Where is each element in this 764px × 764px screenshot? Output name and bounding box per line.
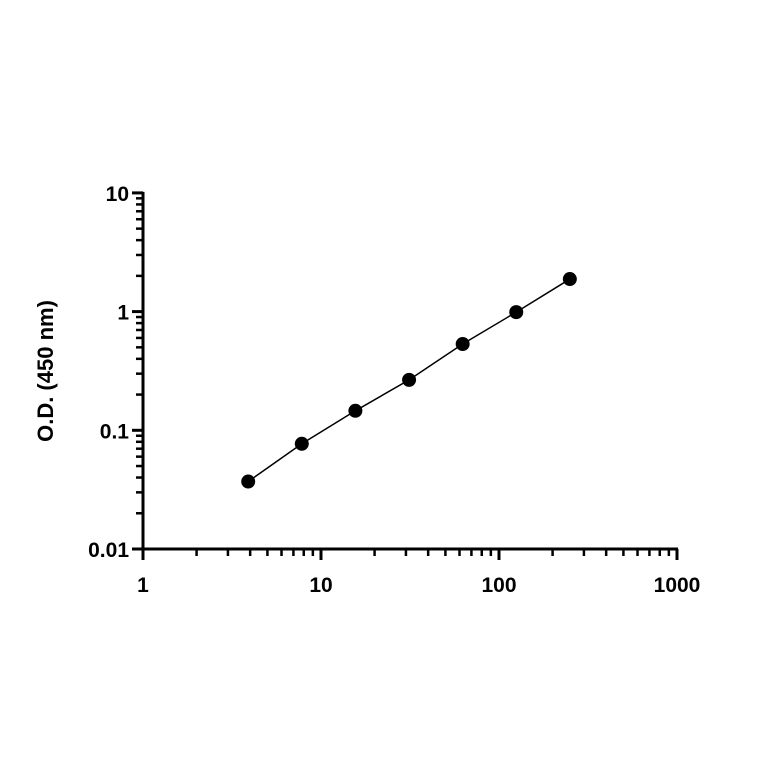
data-series [241, 272, 577, 489]
data-point [402, 372, 417, 387]
x-axis: 1 10 100 1000 [132, 547, 701, 597]
y-tick-label: 10 [106, 183, 129, 206]
y-axis: 0.01 0.1 1 10 [88, 183, 145, 562]
x-tick-label: 100 [481, 574, 516, 597]
x-tick-label: 1000 [654, 574, 701, 597]
data-point [509, 305, 524, 320]
x-tick-label: 10 [309, 574, 332, 597]
y-tick-label: 0.1 [100, 420, 130, 443]
y-tick-label: 1 [117, 302, 129, 325]
y-tick-label: 0.01 [88, 539, 129, 562]
data-point [562, 272, 577, 287]
x-tick-label: 1 [137, 574, 149, 597]
data-point [241, 474, 256, 489]
y-axis-title: O.D. (450 nm) [33, 300, 58, 442]
data-point [455, 337, 470, 352]
data-point [294, 436, 309, 451]
data-point [348, 403, 363, 418]
